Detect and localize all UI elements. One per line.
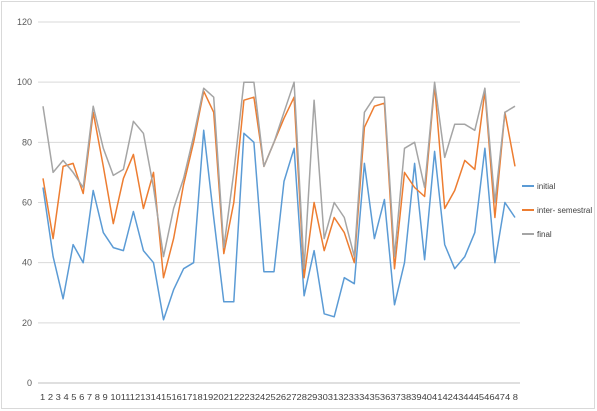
y-tick-label: 0 [27,378,32,388]
y-tick-label: 60 [22,198,32,208]
series-lines [42,81,516,321]
y-tick-label: 20 [22,318,32,328]
series-line-2 [42,81,516,270]
x-tick-labels: 1 2 3 4 5 6 7 8 9 1011121314151617181920… [40,393,519,402]
y-tick-label: 80 [22,137,32,147]
y-tick-label: 120 [17,17,32,27]
y-axis-ticks: 0 20 40 60 80 100 120 [17,17,32,388]
y-tick-label: 40 [22,258,32,268]
legend-label-0: initial [537,182,555,191]
x-axis: 1 2 3 4 5 6 7 8 9 1011121314151617181920… [38,382,520,402]
series-line-1 [42,84,516,279]
legend: initial inter- semestral final [522,182,592,239]
series-line-0 [42,129,516,321]
legend-label-2: final [537,230,552,239]
y-tick-label: 100 [17,77,32,87]
legend-label-1: inter- semestral [537,206,592,215]
